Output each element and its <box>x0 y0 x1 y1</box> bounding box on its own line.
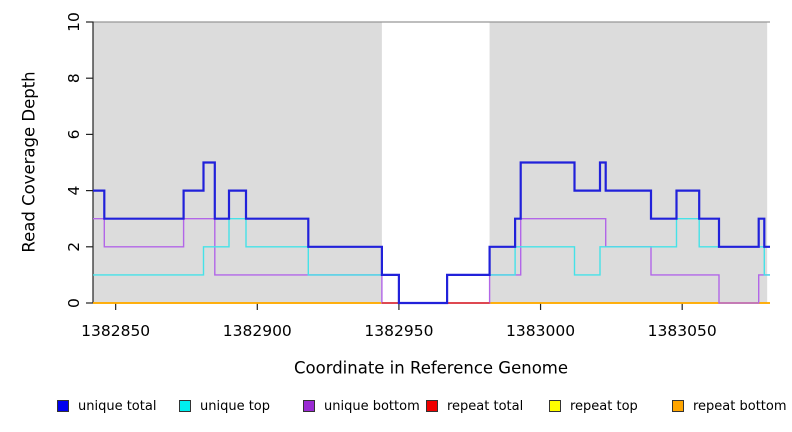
x-tick-label: 1382900 <box>223 322 292 340</box>
legend-label: repeat total <box>447 398 524 414</box>
y-tick-label: 0 <box>65 298 83 308</box>
covered-region-rect <box>93 22 382 303</box>
legend-label: unique total <box>78 398 157 414</box>
legend-item-unique-total: unique total <box>57 397 156 415</box>
legend-swatch-unique-total <box>57 400 69 412</box>
legend-label: unique top <box>200 398 271 414</box>
legend-item-repeat-total: repeat total <box>426 397 523 415</box>
y-tick-label: 10 <box>65 12 83 32</box>
legend-item-unique-top: unique top <box>179 397 270 415</box>
y-tick-label: 8 <box>65 73 83 83</box>
legend-label: unique bottom <box>324 398 420 414</box>
legend: unique total unique top unique bottom repea… <box>0 397 792 417</box>
legend-swatch-repeat-bottom <box>672 400 684 412</box>
gap-region-rect <box>381 22 490 303</box>
y-tick-label: 4 <box>65 186 83 196</box>
legend-swatch-repeat-total <box>426 400 438 412</box>
legend-label: repeat bottom <box>693 398 787 414</box>
legend-label: repeat top <box>570 398 638 414</box>
x-tick-label: 1383050 <box>648 322 717 340</box>
legend-item-repeat-bottom: repeat bottom <box>672 397 787 415</box>
x-axis-title: Coordinate in Reference Genome <box>293 358 569 378</box>
legend-swatch-repeat-top <box>549 400 561 412</box>
x-tick-label: 1382850 <box>81 322 150 340</box>
x-tick-label: 1382950 <box>364 322 433 340</box>
legend-swatch-unique-top <box>179 400 191 412</box>
series-unique-total-line <box>93 161 770 305</box>
legend-item-repeat-top: repeat top <box>549 397 638 415</box>
x-tick-label: 1383000 <box>506 322 575 340</box>
y-tick-label: 2 <box>65 242 83 252</box>
y-axis-title: Read Coverage Depth <box>19 71 39 253</box>
y-tick-label: 6 <box>65 129 83 139</box>
legend-item-unique-bottom: unique bottom <box>303 397 420 415</box>
legend-swatch-unique-bottom <box>303 400 315 412</box>
